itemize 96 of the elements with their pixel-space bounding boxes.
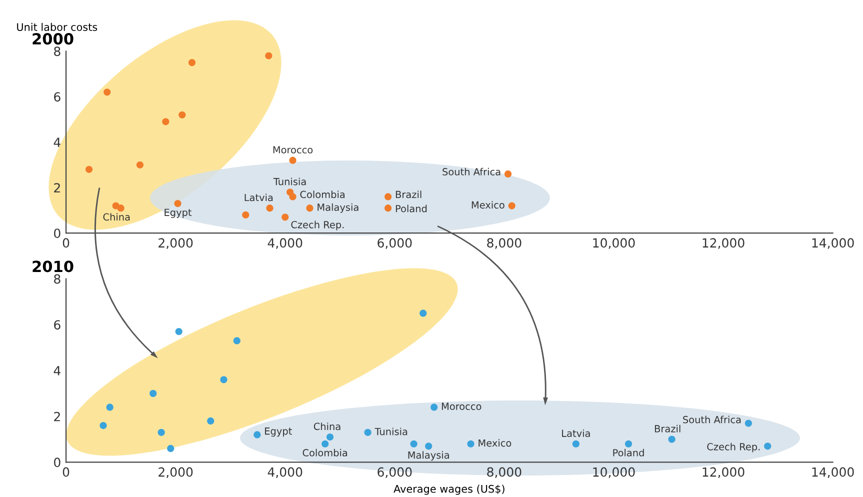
point	[467, 440, 474, 448]
point	[420, 310, 427, 317]
point	[289, 156, 296, 164]
y-tick-label: 8	[54, 46, 60, 56]
x-tick-label: 12,000	[702, 238, 744, 249]
annotation: Czech Rep.	[291, 220, 344, 230]
annotation: China	[314, 422, 340, 430]
annotation: Poland	[613, 448, 644, 456]
annotation: Latvia	[244, 194, 273, 202]
annotation: Malaysia	[318, 203, 358, 213]
point	[150, 390, 157, 397]
point	[85, 166, 93, 173]
annotation: Latvia	[562, 429, 590, 437]
annotation: South Africa	[683, 416, 741, 424]
annotation: Czech Rep.	[707, 442, 760, 452]
point	[322, 440, 329, 448]
point	[188, 59, 196, 66]
y-tick-label: 6	[54, 320, 60, 330]
point	[326, 433, 334, 441]
x-tick-label: 14,000	[812, 238, 854, 249]
annotation: Brazil	[396, 190, 422, 198]
annotation: Brazil	[654, 424, 680, 432]
x-tick-label: 6,000	[378, 467, 412, 478]
y-axis-title: Unit labor costs	[17, 22, 98, 31]
point	[254, 431, 261, 438]
point	[744, 420, 752, 427]
x-tick-label: 8,000	[487, 238, 522, 249]
point	[572, 440, 580, 448]
x-tick-label: 12,000	[702, 467, 744, 478]
annotation: Colombia	[300, 190, 345, 198]
annotation: Tunisia	[374, 428, 408, 436]
annotation: Colombia	[302, 448, 348, 456]
y-tick-label: 0	[54, 228, 60, 238]
annotation: Mexico	[472, 201, 504, 209]
point	[162, 118, 170, 126]
point	[207, 417, 214, 424]
annotation: South Africa	[442, 168, 500, 176]
point	[174, 200, 182, 208]
point	[384, 193, 392, 200]
point	[410, 440, 418, 448]
y-tick-label: 0	[54, 458, 60, 468]
y-tick-label: 8	[54, 274, 60, 284]
annotation: Egypt	[164, 208, 192, 218]
point	[282, 214, 289, 221]
point	[504, 170, 512, 178]
point	[117, 204, 124, 212]
point	[289, 193, 296, 200]
x-tick-label: 0	[62, 467, 70, 477]
annotation: China	[103, 213, 130, 221]
x-tick-label: 10,000	[593, 467, 635, 478]
x-tick-label: 14,000	[812, 467, 854, 478]
chart-title: 2010	[32, 260, 74, 272]
point	[136, 161, 144, 168]
point	[764, 442, 772, 450]
point	[384, 204, 392, 212]
y-tick-label: 2	[54, 412, 60, 422]
point	[178, 111, 186, 118]
point	[100, 422, 107, 430]
point	[242, 211, 250, 218]
point	[106, 404, 114, 411]
annotation: Poland	[396, 204, 427, 212]
annotation: Morocco	[442, 402, 482, 410]
x-tick-label: 2,000	[158, 238, 193, 249]
point	[104, 88, 111, 96]
x-tick-label: 4,000	[268, 467, 302, 478]
x-tick-label: 6,000	[378, 238, 412, 249]
x-tick-label: 8,000	[487, 467, 522, 478]
annotation: Egypt	[265, 428, 292, 437]
chart-title: 2000	[32, 33, 74, 45]
point	[233, 337, 240, 344]
point	[668, 436, 676, 443]
point	[158, 428, 165, 436]
y-tick-label: 4	[54, 138, 60, 147]
point	[220, 376, 228, 384]
annotation: Malaysia	[408, 451, 449, 461]
point	[175, 328, 182, 336]
point	[430, 404, 438, 411]
y-tick-label: 4	[54, 366, 60, 376]
x-tick-label: 4,000	[268, 238, 302, 249]
point	[265, 52, 272, 60]
point	[425, 442, 432, 450]
x-tick-label: 10,000	[593, 238, 635, 249]
point	[306, 204, 314, 212]
point	[167, 444, 174, 452]
point	[266, 204, 274, 212]
annotation: Mexico	[478, 439, 512, 447]
x-tick-label: 0	[62, 238, 70, 248]
y-tick-label: 6	[54, 92, 60, 102]
x-tick-label: 2,000	[158, 467, 193, 478]
x-axis-title: Average wages (US$)	[394, 484, 504, 495]
annotation: Tunisia	[273, 178, 306, 186]
annotation: Morocco	[273, 146, 313, 154]
y-tick-label: 2	[54, 183, 60, 192]
point	[508, 202, 516, 210]
point	[364, 428, 372, 436]
point	[624, 440, 632, 448]
